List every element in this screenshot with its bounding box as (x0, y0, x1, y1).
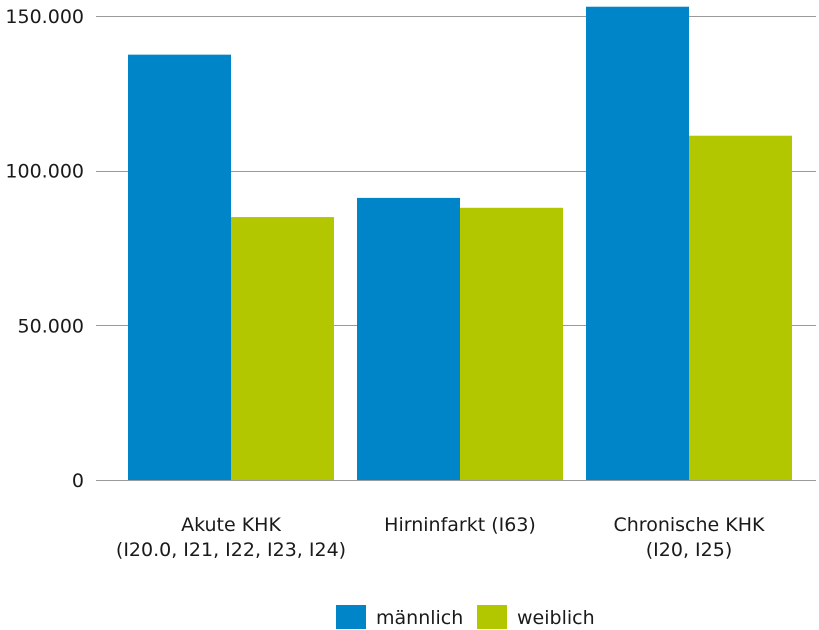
bar-maennlich-1 (357, 197, 460, 480)
legend-swatch (336, 605, 366, 629)
category-label: Akute KHK (I20.0, I21, I22, I23, I24) (116, 514, 346, 561)
category-label: Chronische KHK (I20, I25) (614, 514, 766, 561)
category-label-line: Chronische KHK (614, 514, 766, 536)
bar-weiblich-1 (460, 207, 563, 480)
category-label-line: (I20.0, I21, I22, I23, I24) (116, 539, 346, 561)
category-label-line: Hirninfarkt (I63) (384, 514, 536, 536)
category-label: Hirninfarkt (I63) (384, 514, 536, 536)
x-axis-category-labels: Akute KHK (I20.0, I21, I22, I23, I24) Hirn… (116, 514, 765, 561)
y-tick-label: 50.000 (18, 315, 84, 337)
legend: männlich weiblich (336, 605, 595, 629)
y-tick-label: 150.000 (5, 6, 84, 28)
category-label-line: Akute KHK (181, 514, 281, 536)
legend-label: weiblich (517, 607, 595, 629)
legend-label: männlich (376, 607, 463, 629)
category-label-line: (I20, I25) (646, 539, 732, 561)
y-axis-tick-labels: 0 50.000 100.000 150.000 (5, 6, 84, 492)
legend-swatch (477, 605, 507, 629)
bar-weiblich-0 (231, 217, 334, 481)
y-tick-label: 0 (72, 470, 84, 492)
bar-maennlich-2 (586, 6, 689, 480)
bar-weiblich-2 (689, 135, 792, 480)
bar-maennlich-0 (128, 54, 231, 481)
bars (128, 6, 792, 481)
y-tick-label: 100.000 (5, 161, 84, 183)
